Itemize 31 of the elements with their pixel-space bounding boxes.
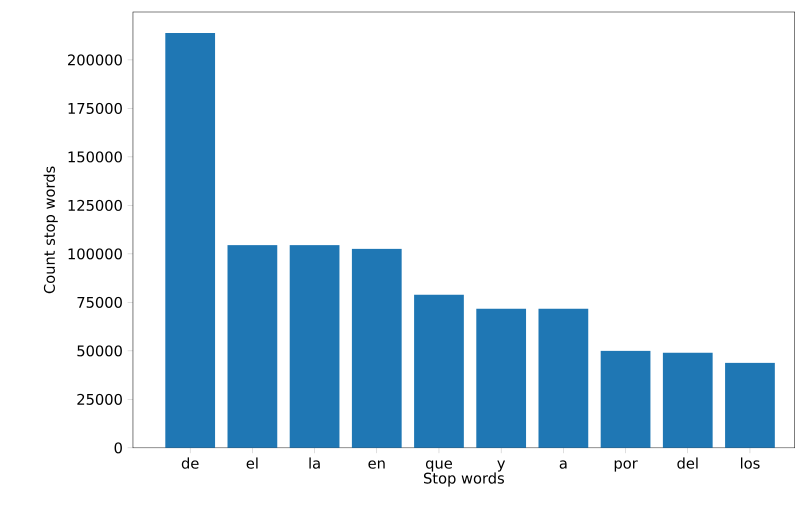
bar: [538, 308, 588, 448]
x-axis-title: Stop words: [424, 472, 504, 487]
bar: [662, 352, 713, 448]
y-tick-label: 125000: [68, 200, 122, 212]
bar: [228, 245, 278, 448]
y-tick-label: 0: [114, 442, 122, 454]
x-tick-label: por: [614, 460, 638, 472]
x-tick-label: y: [497, 460, 506, 472]
y-tick-label: 50000: [77, 345, 122, 356]
y-tick-label: 200000: [68, 54, 122, 66]
bar: [476, 308, 526, 448]
bar: [725, 362, 775, 448]
bar: [352, 248, 402, 448]
x-tick-label: del: [677, 457, 698, 469]
y-axis-title: Count stop words: [44, 166, 58, 294]
x-tick-label: a: [560, 460, 567, 469]
x-tick-label: el: [246, 457, 258, 469]
bar: [600, 350, 650, 448]
y-tick-label: 175000: [68, 102, 122, 114]
bar: [414, 294, 464, 448]
x-tick-label: la: [309, 457, 320, 469]
x-tick-label: en: [368, 460, 385, 469]
y-tick-label: 75000: [77, 296, 122, 308]
y-tick-label: 150000: [68, 151, 122, 163]
x-tick-label: los: [741, 457, 760, 469]
y-tick-label: 100000: [68, 248, 122, 260]
x-tick-label: de: [182, 457, 199, 469]
x-tick-label: que: [426, 460, 452, 472]
y-tick-label: 25000: [77, 394, 122, 405]
bar: [290, 245, 340, 448]
bar: [165, 33, 216, 448]
